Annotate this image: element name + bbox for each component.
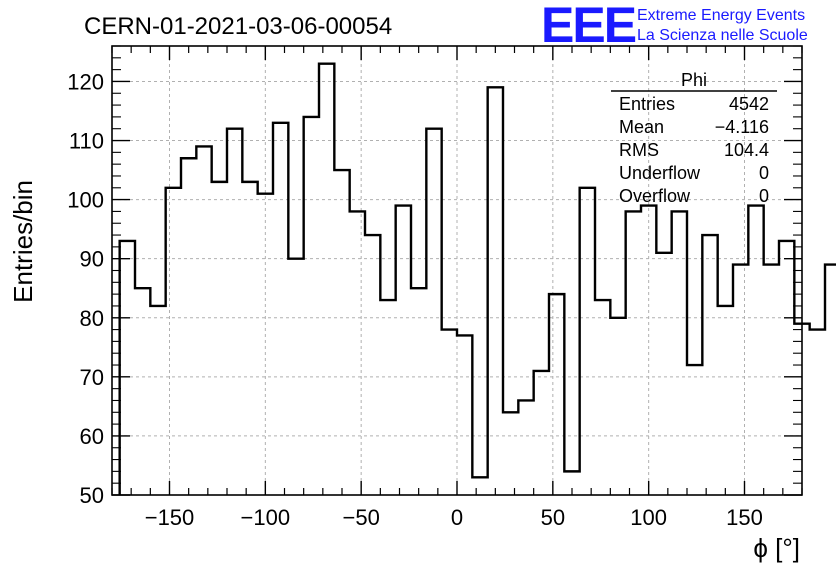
histogram-bin [626, 211, 641, 495]
y-tick-label: 90 [80, 247, 104, 272]
stats-title: Phi [681, 70, 707, 90]
histogram-bin [242, 182, 257, 495]
histogram-bin [610, 318, 625, 495]
histogram-bin [380, 300, 395, 495]
histogram-bin [181, 158, 196, 495]
histogram-bin [319, 64, 334, 495]
histogram-bin [365, 235, 380, 495]
x-tick-label: −50 [343, 505, 380, 530]
histogram-bin [595, 300, 610, 495]
y-axis-label: Entries/bin [8, 180, 38, 303]
logo-line-2: La Scienza nelle Scuole [637, 27, 808, 44]
histogram-bin [350, 211, 365, 495]
histogram-bin [549, 294, 564, 495]
stats-row-label: Overflow [619, 186, 691, 206]
x-tick-label: 100 [630, 505, 667, 530]
y-tick-label: 80 [80, 306, 104, 331]
histogram-bin [733, 265, 748, 495]
histogram-bin [810, 330, 825, 495]
histogram-bin [288, 259, 303, 495]
x-tick-label: −150 [145, 505, 195, 530]
stats-row-value: 0 [759, 186, 769, 206]
histogram-bin [273, 123, 288, 495]
histogram-bin [334, 170, 349, 495]
stats-row-value: 104.4 [724, 140, 769, 160]
stats-row-label: Underflow [619, 163, 701, 183]
histogram-bin [411, 288, 426, 495]
y-tick-label: 120 [67, 69, 104, 94]
histogram-bin [457, 335, 472, 495]
histogram-bin [672, 211, 687, 495]
stats-row-value: 4542 [729, 94, 769, 114]
stats-row-value: 0 [759, 163, 769, 183]
y-tick-label: 110 [69, 129, 104, 154]
axis-ticks [111, 45, 803, 496]
histogram-bin [641, 206, 656, 495]
y-tick-label: 50 [80, 483, 104, 508]
histogram-bin [426, 129, 441, 495]
eee-logo: EEE [541, 0, 636, 53]
y-tick-label: 100 [67, 188, 104, 213]
histogram-bin [518, 400, 533, 495]
histogram-bin [396, 206, 411, 495]
grid-lines [112, 46, 802, 496]
histogram-bin [120, 241, 135, 495]
histogram-bin [488, 87, 503, 495]
histogram-bin [472, 477, 487, 495]
logo-line-1: Extreme Energy Events [637, 7, 805, 24]
y-tick-label: 60 [80, 424, 104, 449]
stats-row-label: Mean [619, 117, 664, 137]
histogram-bin [304, 117, 319, 495]
stats-row-label: RMS [619, 140, 659, 160]
x-tick-label: 150 [726, 505, 763, 530]
x-axis-label: ϕ [°] [753, 533, 800, 563]
histogram-bin [748, 206, 763, 495]
histogram-bin [764, 265, 779, 495]
run-title: CERN-01-2021-03-06-00054 [84, 13, 392, 40]
histogram-bin [212, 182, 227, 495]
histogram-bin [687, 365, 702, 495]
histogram-bin [150, 306, 165, 495]
histogram-bin [779, 241, 794, 495]
x-tick-label: 0 [451, 505, 463, 530]
x-tick-label: −100 [241, 505, 291, 530]
histogram-bin [718, 306, 733, 495]
histogram-bin [825, 265, 836, 495]
histogram-outline [118, 62, 836, 495]
histogram-bin [503, 412, 518, 495]
histogram-bin [166, 188, 181, 495]
x-tick-label: 50 [541, 505, 565, 530]
histogram-bin [196, 146, 211, 495]
stats-row-value: −4.116 [715, 117, 769, 137]
y-tick-label: 70 [80, 365, 104, 390]
histogram-bin [227, 129, 242, 495]
histogram-bin [656, 253, 671, 495]
histogram-bin [534, 371, 549, 495]
histogram-bin [442, 330, 457, 495]
histogram-bin [135, 288, 150, 495]
histogram-bin [580, 188, 595, 495]
stats-box: Phi Entries 4542 Mean −4.116 RMS 104.4 Underfl… [611, 70, 777, 206]
histogram-bin [702, 235, 717, 495]
stats-row-label: Entries [619, 94, 675, 114]
